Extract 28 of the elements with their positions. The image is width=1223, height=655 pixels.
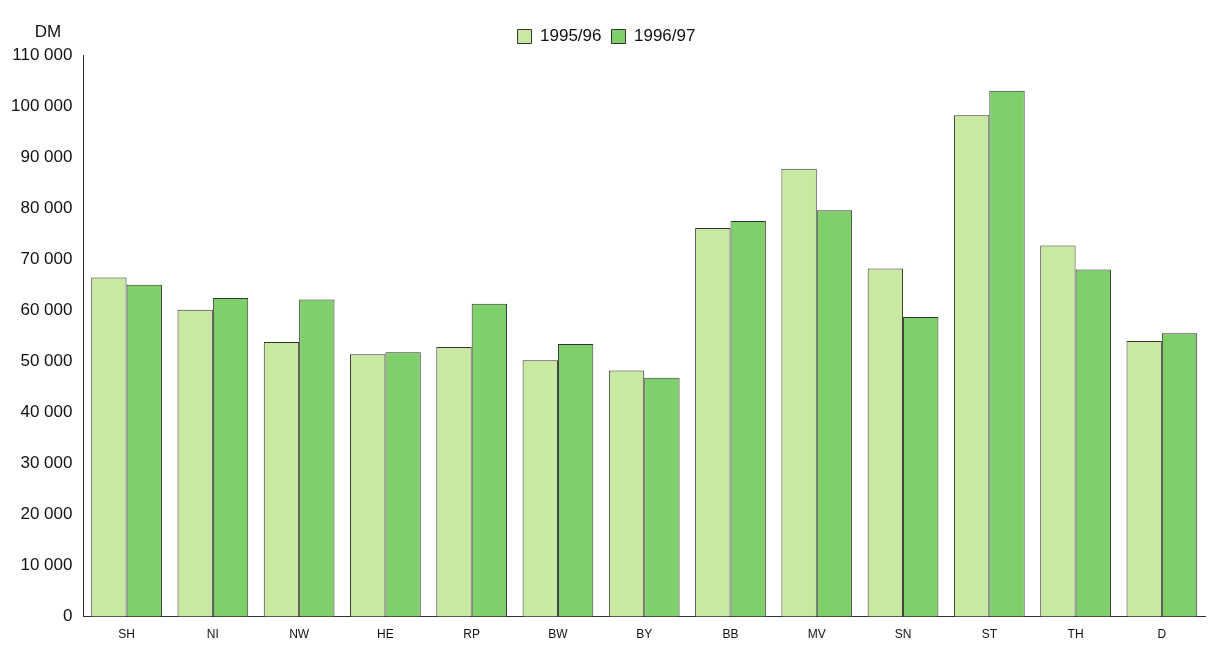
x-tick-label: TH bbox=[1067, 627, 1084, 642]
y-tick-label: 30 000 bbox=[20, 453, 73, 473]
legend-label: 1995/96 bbox=[540, 26, 602, 46]
x-tick-label: ST bbox=[981, 627, 998, 642]
x-tick-label: NI bbox=[206, 627, 219, 642]
y-tick-label: 20 000 bbox=[20, 504, 73, 524]
y-tick-label: 100 000 bbox=[11, 95, 73, 115]
y-tick-label: 70 000 bbox=[20, 248, 73, 268]
y-tick-label: 90 000 bbox=[20, 146, 73, 166]
x-tick-label: BW bbox=[548, 627, 569, 642]
x-tick-label: SN bbox=[894, 627, 912, 642]
x-tick-label: D bbox=[1157, 627, 1167, 642]
y-tick-label: 50 000 bbox=[20, 351, 73, 371]
y-tick-label: 80 000 bbox=[20, 197, 73, 217]
legend-label: 1996/97 bbox=[634, 26, 696, 46]
x-tick-label: HE bbox=[377, 627, 394, 642]
x-tick-label: RP bbox=[463, 627, 481, 642]
y-tick-label: 0 bbox=[62, 606, 73, 626]
x-tick-label: BB bbox=[722, 627, 739, 642]
y-axis-title: DM bbox=[34, 22, 62, 42]
x-tick-label: MV bbox=[807, 627, 826, 642]
x-tick-label: NW bbox=[289, 627, 310, 642]
y-tick-label: 40 000 bbox=[20, 402, 73, 422]
y-tick-label: 60 000 bbox=[20, 299, 73, 319]
x-tick-label: BY bbox=[636, 627, 653, 642]
x-tick-label: SH bbox=[118, 627, 135, 642]
y-tick-label: 110 000 bbox=[12, 44, 73, 64]
y-tick-label: 10 000 bbox=[20, 555, 73, 575]
